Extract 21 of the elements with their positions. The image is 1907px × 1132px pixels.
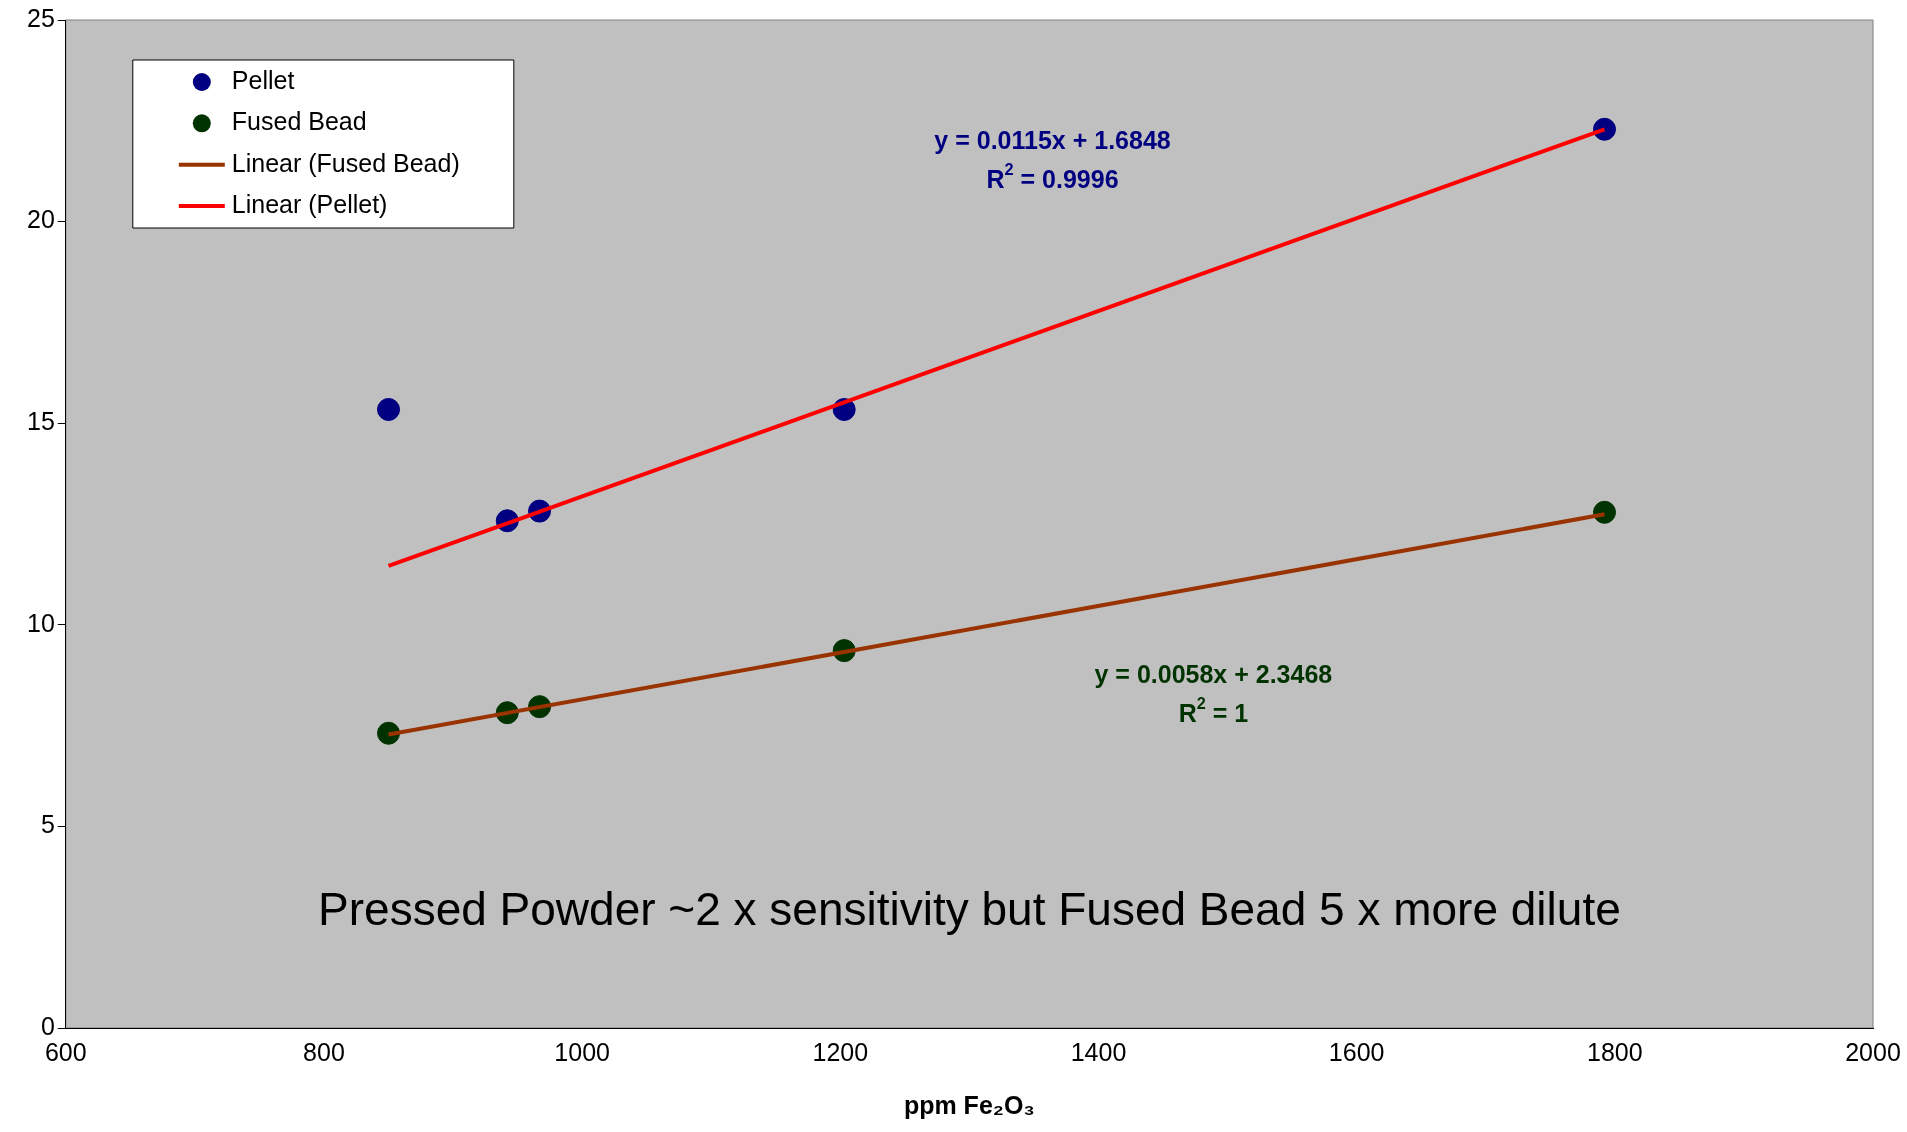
x-tick-label: 1800 (1587, 1037, 1643, 1066)
legend-label: Linear (Pellet) (231, 189, 388, 218)
x-tick-label: 600 (44, 1037, 87, 1066)
y-tick-label: 25 (27, 3, 55, 32)
legend-label: Fused Bead (231, 107, 367, 136)
y-tick-label: 15 (27, 407, 55, 436)
annotation: Pressed Powder ~2 x sensitivity but Fused Bead 5 x more dilute (318, 882, 1621, 935)
y-tick-label: 10 (27, 608, 55, 637)
y-tick-label: 0 (40, 1011, 55, 1040)
legend-label: Pellet (231, 65, 295, 94)
x-tick-label: 800 (303, 1037, 345, 1066)
x-tick-label: 1000 (554, 1037, 610, 1066)
y-tick-label: 5 (40, 810, 55, 839)
x-tick-label: 1200 (812, 1037, 869, 1066)
x-tick-label: 1400 (1070, 1037, 1127, 1066)
x-axis-title: ppm Fe₂O₃ (903, 1090, 1035, 1119)
y-tick-label: 20 (27, 205, 55, 234)
legend-label: Linear (Fused Bead) (231, 148, 460, 177)
x-tick-label: 1600 (1328, 1037, 1385, 1066)
point (377, 397, 401, 421)
x-tick-label: 2000 (1845, 1037, 1901, 1066)
